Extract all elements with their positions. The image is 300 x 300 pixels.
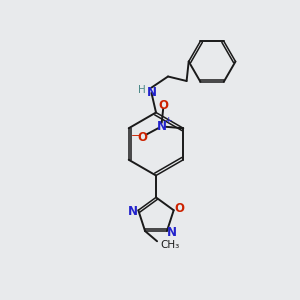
Text: N: N	[167, 226, 177, 239]
Text: O: O	[137, 131, 147, 144]
Text: O: O	[158, 99, 168, 112]
Text: CH₃: CH₃	[160, 239, 179, 250]
Text: +: +	[164, 116, 172, 125]
Text: −: −	[131, 131, 140, 141]
Text: N: N	[146, 86, 157, 99]
Text: H: H	[138, 85, 146, 95]
Text: N: N	[157, 120, 167, 133]
Text: O: O	[174, 202, 184, 215]
Text: N: N	[128, 205, 138, 218]
